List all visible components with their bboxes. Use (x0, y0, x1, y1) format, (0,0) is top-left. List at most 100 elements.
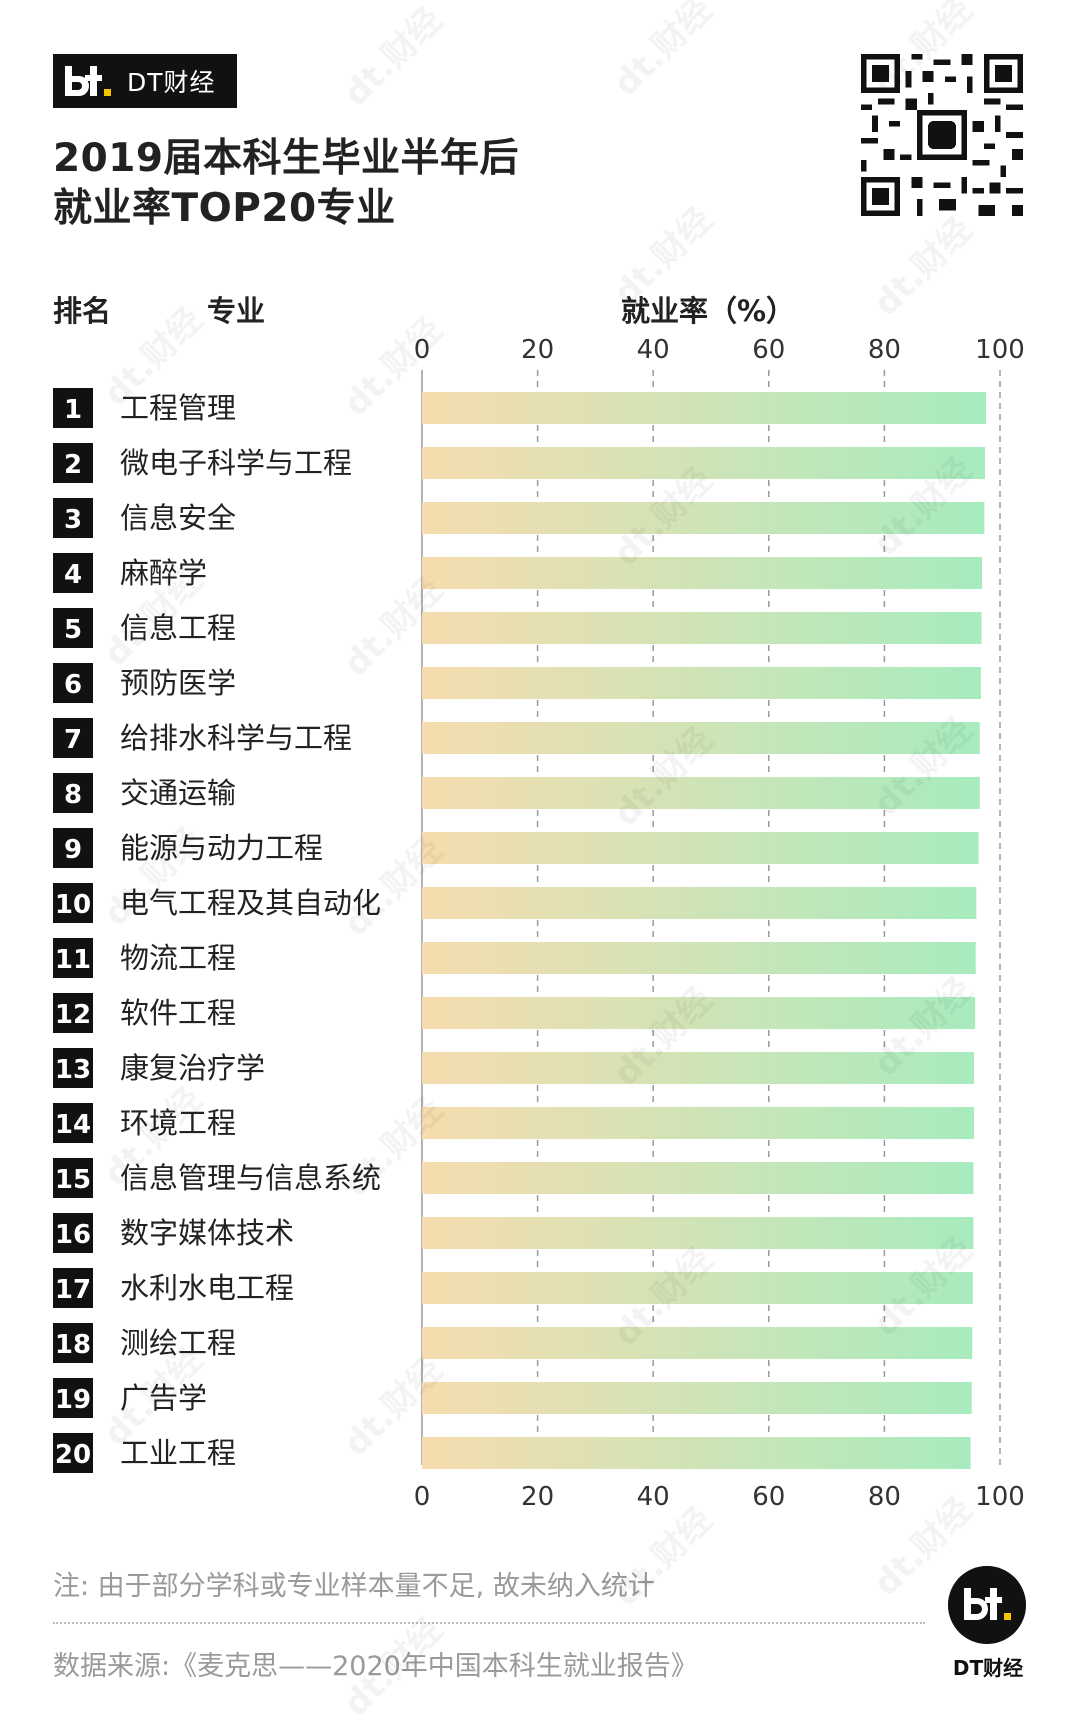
bottom-tick-label-80: 80 (868, 1482, 901, 1512)
major-label-7: 给排水科学与工程 (120, 721, 352, 755)
bottom-tick-label-40: 40 (637, 1482, 670, 1512)
bar-12 (422, 997, 976, 1029)
rank-column-header: 排名 (53, 294, 112, 328)
rank-number-2: 2 (64, 450, 82, 480)
major-column-header: 专业 (207, 294, 266, 328)
major-label-10: 电气工程及其自动化 (120, 886, 381, 920)
rank-number-3: 3 (64, 505, 82, 535)
bar-11 (422, 942, 976, 974)
major-label-6: 预防医学 (120, 666, 236, 700)
rank-number-13: 13 (55, 1055, 91, 1085)
rank-number-4: 4 (64, 560, 82, 590)
title-line-2: 就业率TOP20专业 (53, 186, 396, 231)
data-source: 数据来源:《麦克思——2020年中国本科生就业报告》 (53, 1651, 698, 1682)
qr-code-icon (861, 54, 1023, 216)
rank-box-9 (53, 828, 93, 868)
rank-box-1 (53, 388, 93, 428)
bar-19 (422, 1382, 972, 1414)
top-tick-label-20: 20 (521, 335, 554, 365)
bar-6 (422, 667, 981, 699)
rank-box-10 (53, 883, 93, 923)
bar-20 (422, 1437, 971, 1469)
footer-brand: DT财经 (952, 1656, 1024, 1680)
rank-number-20: 20 (55, 1440, 91, 1470)
dt-round-logo-icon (948, 1566, 1026, 1644)
bar-9 (422, 832, 979, 864)
rank-number-11: 11 (55, 945, 91, 975)
major-label-12: 软件工程 (120, 996, 236, 1030)
bar-15 (422, 1162, 974, 1194)
axis-ticks: 0 0 20 20 40 40 60 60 80 80 100 100 (414, 335, 1025, 1512)
rank-number-1: 1 (64, 395, 82, 425)
bar-1 (422, 392, 987, 424)
footnote: 注: 由于部分学科或专业样本量不足, 故未纳入统计 (53, 1571, 655, 1602)
major-label-14: 环境工程 (120, 1106, 236, 1140)
rank-box-20 (53, 1433, 93, 1473)
major-label-19: 广告学 (120, 1381, 207, 1415)
major-label-11: 物流工程 (120, 941, 236, 975)
rank-box-12 (53, 993, 93, 1033)
rank-number-12: 12 (55, 1000, 91, 1030)
bar-13 (422, 1052, 974, 1084)
dt-logo-icon (65, 66, 111, 96)
rank-number-9: 9 (64, 835, 82, 865)
major-label-18: 测绘工程 (120, 1326, 236, 1360)
major-label-5: 信息工程 (120, 611, 236, 645)
rank-box-17 (53, 1268, 93, 1308)
major-label-20: 工业工程 (120, 1436, 236, 1470)
bar-3 (422, 502, 985, 534)
bar-8 (422, 777, 980, 809)
rank-box-18 (53, 1323, 93, 1363)
title-line-1: 2019届本科生毕业半年后 (53, 136, 520, 181)
bottom-tick-label-60: 60 (752, 1482, 785, 1512)
rank-box-8 (53, 773, 93, 813)
bar-4 (422, 557, 983, 589)
rank-box-3 (53, 498, 93, 538)
bottom-tick-label-100: 100 (975, 1482, 1025, 1512)
bar-5 (422, 612, 982, 644)
rank-number-7: 7 (64, 725, 82, 755)
rank-box-16 (53, 1213, 93, 1253)
bar-14 (422, 1107, 974, 1139)
bars (422, 392, 987, 1469)
bar-16 (422, 1217, 974, 1249)
major-label-13: 康复治疗学 (120, 1051, 265, 1085)
rank-number-18: 18 (55, 1330, 91, 1360)
rank-number-17: 17 (55, 1275, 91, 1305)
rate-column-header: 就业率（%） (621, 294, 796, 328)
bar-chart: 0 0 20 20 40 40 60 60 80 80 100 100 1 工程管理 2 微电子科学与工程 3… (53, 335, 1025, 1512)
top-tick-label-40: 40 (637, 335, 670, 365)
bottom-tick-label-20: 20 (521, 1482, 554, 1512)
rank-box-2 (53, 443, 93, 483)
major-label-9: 能源与动力工程 (120, 831, 323, 865)
bar-7 (422, 722, 980, 754)
bar-2 (422, 447, 985, 479)
top-tick-label-0: 0 (414, 335, 431, 365)
major-label-15: 信息管理与信息系统 (120, 1161, 381, 1195)
top-tick-label-80: 80 (868, 335, 901, 365)
rank-box-6 (53, 663, 93, 703)
major-label-4: 麻醉学 (120, 556, 207, 590)
divider (53, 1622, 925, 1624)
rank-box-19 (53, 1378, 93, 1418)
brand-badge: DT财经 (53, 54, 237, 108)
rank-box-13 (53, 1048, 93, 1088)
rank-number-19: 19 (55, 1385, 91, 1415)
rank-number-6: 6 (64, 670, 82, 700)
rank-box-14 (53, 1103, 93, 1143)
brand-name: DT财经 (127, 68, 216, 97)
category-labels: 1 工程管理 2 微电子科学与工程 3 信息安全 4 麻醉学 5 信息工程 6 预防医学 7 给排水科学与… (53, 388, 381, 1473)
major-label-17: 水利水电工程 (120, 1271, 294, 1305)
major-label-1: 工程管理 (120, 391, 236, 425)
major-label-16: 数字媒体技术 (120, 1216, 294, 1250)
top-tick-label-60: 60 (752, 335, 785, 365)
rank-number-16: 16 (55, 1220, 91, 1250)
major-label-3: 信息安全 (120, 501, 236, 535)
rank-number-10: 10 (55, 890, 91, 920)
major-label-2: 微电子科学与工程 (120, 446, 352, 480)
major-label-8: 交通运输 (120, 776, 236, 810)
rank-number-15: 15 (55, 1165, 91, 1195)
rank-box-7 (53, 718, 93, 758)
bar-17 (422, 1272, 973, 1304)
rank-box-4 (53, 553, 93, 593)
